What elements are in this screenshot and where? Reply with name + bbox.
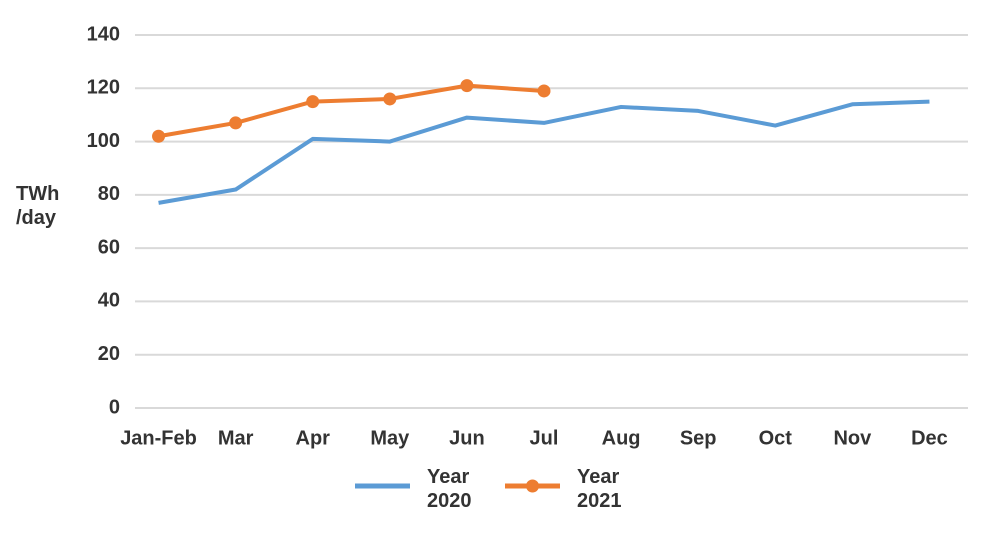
x-tick-label: Mar: [218, 427, 254, 449]
x-tick-label: Aug: [602, 427, 641, 449]
y-tick-label: 80: [98, 183, 120, 205]
y-tick-label: 40: [98, 290, 120, 312]
point: [460, 79, 474, 93]
y-tick-label: 100: [87, 130, 120, 152]
point: [152, 129, 166, 143]
y-tick-label: 20: [98, 343, 120, 365]
series-line: [158, 99, 930, 205]
y-tick-label: 120: [87, 77, 120, 99]
point: [229, 116, 243, 130]
x-tick-label: Nov: [833, 427, 872, 449]
x-tick-label: Jan-Feb: [120, 427, 197, 449]
legend-marker: [526, 479, 539, 493]
y-tick-label: 0: [109, 396, 120, 418]
x-tick-label: May: [370, 427, 410, 449]
legend-label: Year 2020: [427, 466, 472, 512]
legend-label: Year 2021: [577, 466, 622, 512]
y-axis-label: TWh /day: [16, 183, 60, 229]
x-tick-label: Dec: [911, 427, 948, 449]
x-tick-label: Jun: [449, 427, 485, 449]
point: [383, 92, 397, 106]
x-tick-label: Jul: [530, 427, 559, 449]
y-tick-label: 140: [87, 23, 120, 45]
y-tick-label: 60: [98, 236, 120, 258]
point: [537, 84, 551, 98]
series-line: [158, 83, 545, 139]
x-tick-label: Sep: [680, 427, 717, 449]
x-tick-label: Oct: [759, 427, 793, 449]
x-tick-label: Apr: [296, 427, 331, 449]
point: [306, 95, 320, 109]
